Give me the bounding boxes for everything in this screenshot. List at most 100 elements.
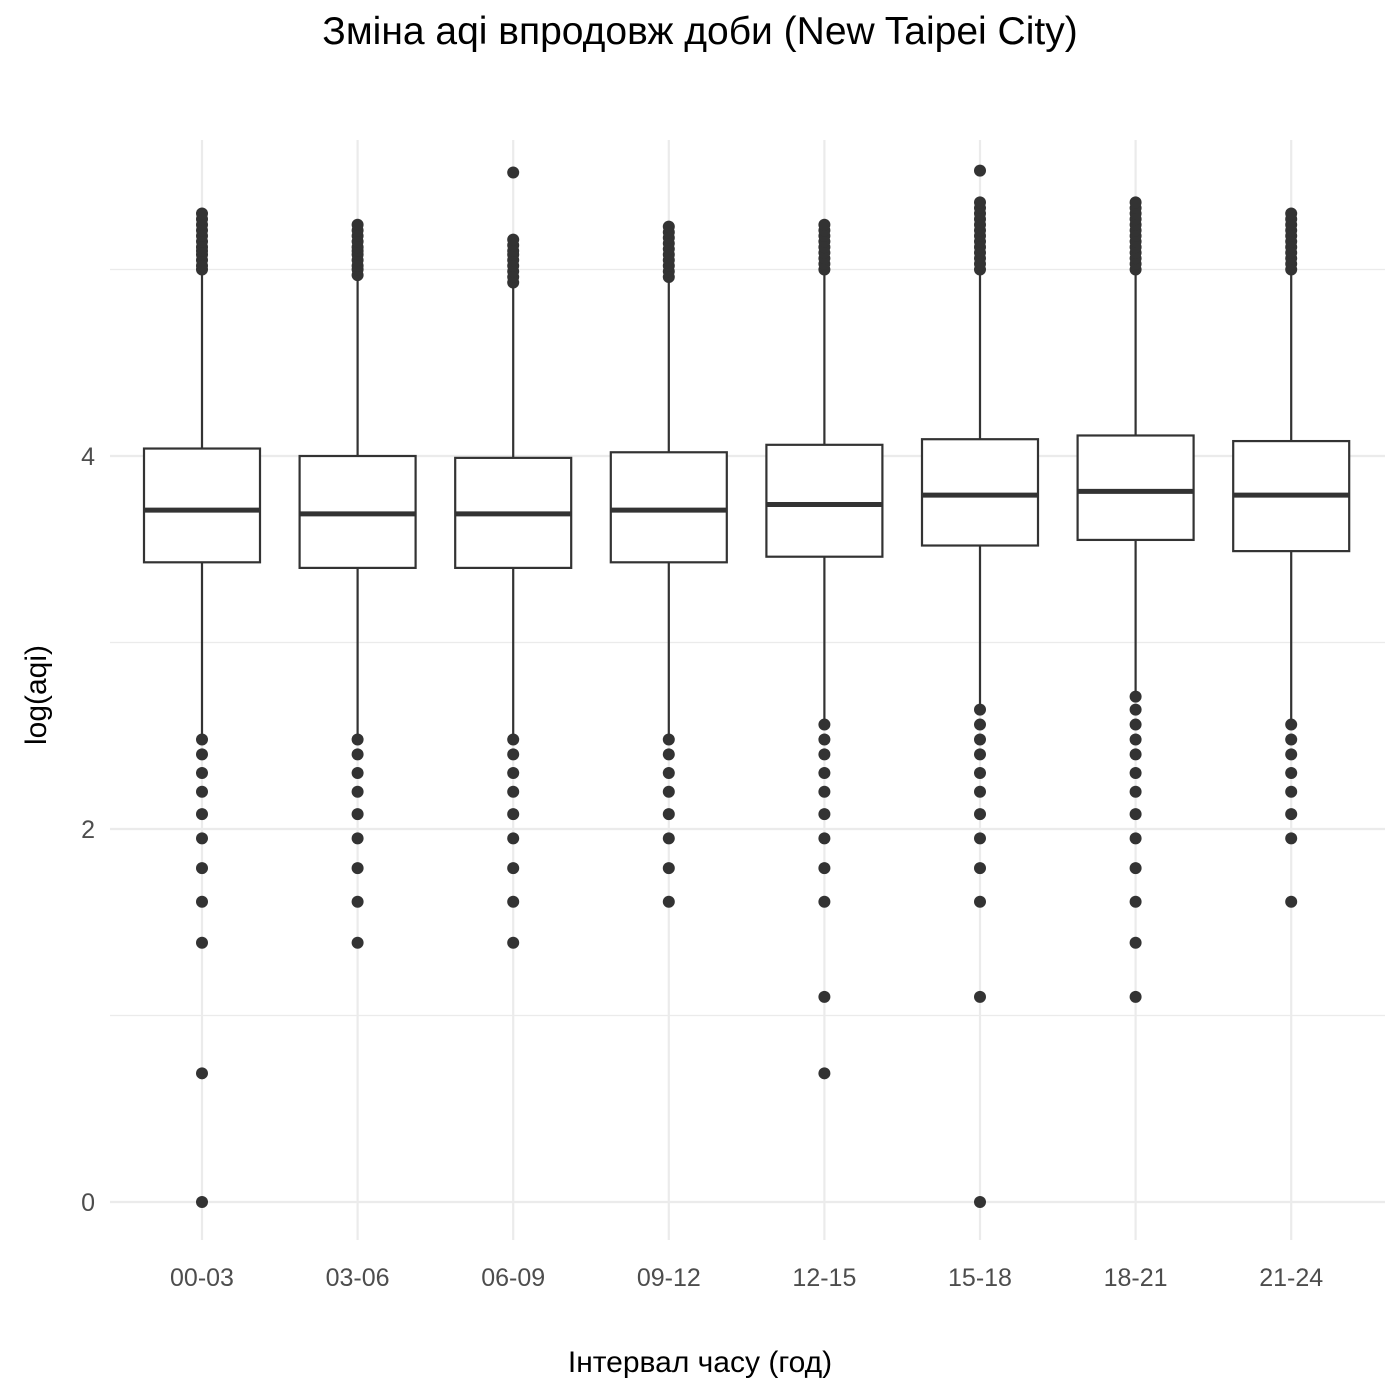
outlier-point (507, 832, 520, 845)
x-tick-label: 15-18 (948, 1264, 1012, 1292)
outlier-point (196, 808, 208, 821)
outlier-point (507, 733, 520, 746)
outlier-point (974, 164, 986, 177)
outlier-point (974, 703, 986, 716)
outlier-point (818, 862, 831, 875)
outlier-point (196, 767, 208, 780)
box-21-24 (1232, 207, 1351, 908)
box-06-09 (454, 166, 573, 949)
outlier-point (974, 785, 986, 798)
outlier-point (196, 862, 208, 875)
outlier-point (1285, 767, 1298, 780)
box-body (765, 443, 884, 558)
outlier-point (662, 767, 675, 780)
grid-lines (110, 140, 1385, 1240)
box-body (142, 447, 262, 564)
outlier-point (351, 936, 364, 949)
outlier-point (507, 895, 520, 908)
outlier-point (351, 808, 364, 821)
outlier-point (507, 748, 520, 761)
outlier-point (662, 748, 675, 761)
outlier-point (351, 767, 364, 780)
outlier-point (974, 862, 986, 875)
outlier-point (1285, 207, 1298, 220)
outlier-point (507, 936, 520, 949)
outlier-point (974, 990, 986, 1003)
box-18-21 (1076, 196, 1195, 1003)
outlier-point (974, 196, 986, 209)
outlier-point (818, 785, 831, 798)
outlier-point (662, 785, 675, 798)
outlier-point (1285, 785, 1298, 798)
outlier-point (1129, 832, 1142, 845)
outlier-point (351, 785, 364, 798)
outlier-point (351, 733, 364, 746)
outlier-point (818, 767, 831, 780)
outlier-point (1129, 895, 1142, 908)
box-15-18 (920, 164, 1040, 1208)
outlier-point (507, 233, 520, 246)
outlier-point (662, 220, 675, 233)
outlier-point (196, 936, 208, 949)
outlier-point (818, 832, 831, 845)
x-tick-label: 03-06 (326, 1264, 390, 1292)
outlier-point (507, 862, 520, 875)
outlier-point (1129, 862, 1142, 875)
outlier-point (351, 218, 364, 231)
outlier-point (818, 1067, 831, 1080)
outlier-point (818, 990, 831, 1003)
boxes (142, 164, 1351, 1208)
outlier-point (507, 166, 520, 179)
outlier-point (662, 832, 675, 845)
outlier-point (662, 808, 675, 821)
outlier-point (974, 748, 986, 761)
outlier-point (351, 862, 364, 875)
y-tick-label: 4 (81, 443, 95, 471)
outlier-point (196, 207, 208, 220)
outlier-point (196, 832, 208, 845)
outlier-point (662, 895, 675, 908)
outlier-point (974, 767, 986, 780)
outlier-point (974, 895, 986, 908)
outlier-point (818, 218, 831, 231)
box-03-06 (298, 218, 417, 949)
outlier-point (1129, 936, 1142, 949)
outlier-point (1285, 733, 1298, 746)
outlier-point (1129, 808, 1142, 821)
outlier-point (974, 808, 986, 821)
box-body (609, 451, 728, 564)
outlier-point (196, 748, 208, 761)
outlier-point (196, 733, 208, 746)
outlier-point (507, 808, 520, 821)
y-tick-label: 0 (81, 1189, 95, 1217)
outlier-point (1129, 748, 1142, 761)
box-body (920, 438, 1040, 547)
box-09-12 (609, 220, 728, 908)
outlier-point (1285, 718, 1298, 731)
outlier-point (507, 785, 520, 798)
outlier-point (351, 895, 364, 908)
x-tick-label: 00-03 (170, 1264, 234, 1292)
outlier-point (818, 733, 831, 746)
outlier-point (818, 895, 831, 908)
outlier-point (196, 785, 208, 798)
outlier-point (196, 895, 208, 908)
x-tick-label: 12-15 (792, 1264, 856, 1292)
outlier-point (1129, 785, 1142, 798)
outlier-point (974, 832, 986, 845)
x-tick-label: 18-21 (1104, 1264, 1168, 1292)
x-tick-label: 06-09 (481, 1264, 545, 1292)
outlier-point (1129, 703, 1142, 716)
outlier-point (818, 718, 831, 731)
outlier-point (351, 748, 364, 761)
outlier-point (662, 862, 675, 875)
outlier-point (1285, 895, 1298, 908)
outlier-point (1129, 767, 1142, 780)
outlier-point (1285, 832, 1298, 845)
outlier-point (818, 808, 831, 821)
x-tick-label: 09-12 (637, 1264, 701, 1292)
outlier-point (1285, 748, 1298, 761)
y-tick-label: 2 (81, 816, 95, 844)
outlier-point (351, 832, 364, 845)
outlier-point (818, 748, 831, 761)
